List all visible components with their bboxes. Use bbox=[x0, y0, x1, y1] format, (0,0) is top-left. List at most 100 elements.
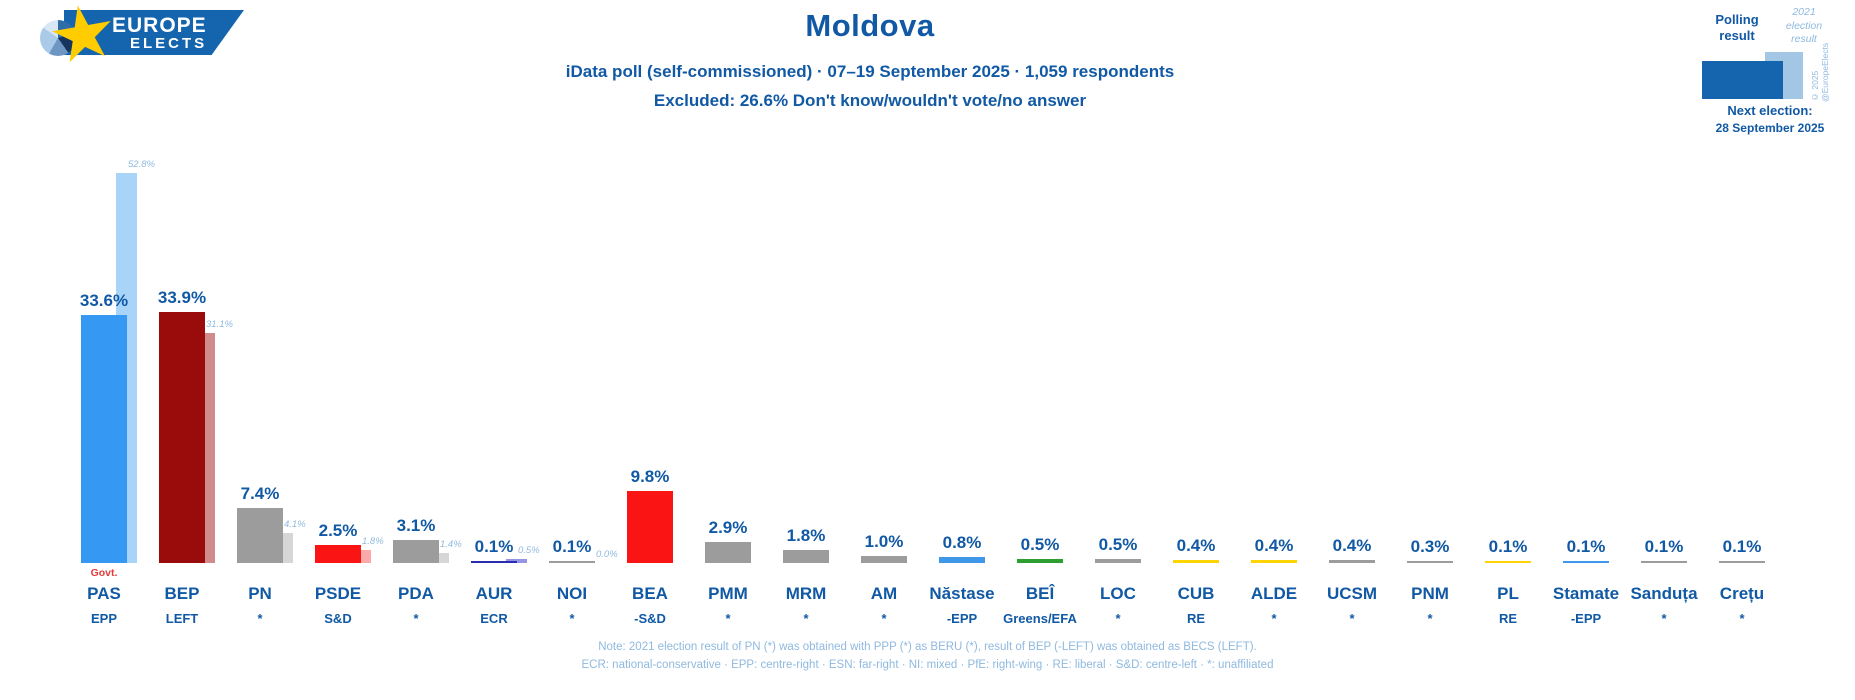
logo-text-europe: EUROPE bbox=[112, 14, 207, 37]
polling-value-PNM: 0.3% bbox=[1410, 536, 1450, 556]
polling-bar-PN bbox=[237, 508, 283, 563]
party-group-BEP: LEFT bbox=[165, 611, 199, 626]
polling-value-Stamate: 0.1% bbox=[1566, 537, 1606, 556]
polling-value-BEP: 33.9% bbox=[157, 288, 207, 308]
polling-value-Năstase: 0.8% bbox=[942, 533, 982, 553]
party-group-AM: * bbox=[881, 611, 887, 626]
polling-bar-ALDE bbox=[1251, 560, 1297, 563]
polling-value-BEA: 9.8% bbox=[630, 466, 670, 486]
party-column-PL: 0.1% PL RE bbox=[1469, 120, 1547, 658]
polling-value-LOC: 0.5% bbox=[1098, 535, 1138, 555]
election2021-value-NOI: 0.0% bbox=[596, 549, 618, 560]
polling-bar-MRM bbox=[783, 549, 829, 563]
polling-value-PMM: 2.9% bbox=[708, 517, 748, 537]
polling-bar-LOC bbox=[1095, 559, 1141, 563]
legend-election-label: 2021 election result bbox=[1785, 6, 1823, 46]
note-line-2: ECR: national-conservative · EPP: centre… bbox=[581, 659, 1274, 671]
polling-value-PSDE: 2.5% bbox=[318, 520, 358, 540]
bar-chart: 33.6% 52.8% Govt. PAS EPP 33.9% 31.1% BEP LEFT 7.… bbox=[65, 120, 1805, 658]
party-column-Sanduța: 0.1% Sanduța * bbox=[1625, 120, 1703, 658]
party-column-PN: 7.4% 4.1% PN * bbox=[221, 120, 306, 658]
party-name-PL: PL bbox=[1497, 584, 1519, 603]
party-group-PNM: * bbox=[1427, 611, 1433, 626]
party-name-Sanduța: Sanduța bbox=[1630, 584, 1698, 603]
party-group-Stamate: -EPP bbox=[1570, 611, 1602, 626]
party-group-BEA: -S&D bbox=[634, 611, 666, 626]
polling-bar-PSDE bbox=[315, 544, 361, 563]
party-group-LOC: * bbox=[1115, 611, 1121, 626]
polling-bar-UCSM bbox=[1329, 560, 1375, 563]
polling-value-AUR: 0.1% bbox=[474, 537, 514, 556]
party-group-PL: RE bbox=[1498, 611, 1518, 626]
party-name-BEP: BEP bbox=[164, 584, 200, 603]
party-column-ALDE: 0.4% ALDE * bbox=[1235, 120, 1313, 658]
party-name-LOC: LOC bbox=[1100, 584, 1136, 603]
party-name-PDA: PDA bbox=[398, 584, 434, 603]
polling-bar-AUR bbox=[471, 561, 517, 563]
election2021-value-PSDE: 1.8% bbox=[362, 535, 384, 547]
party-column-MRM: 1.8% MRM * bbox=[767, 120, 845, 658]
header: Moldova iData poll (self-commissioned) ·… bbox=[0, 0, 1740, 111]
party-column-AUR: 0.1% 0.5% AUR ECR bbox=[455, 120, 540, 658]
polling-bar-Crețu bbox=[1719, 561, 1765, 563]
party-group-PAS: EPP bbox=[90, 611, 117, 626]
polling-value-ALDE: 0.4% bbox=[1254, 536, 1294, 556]
party-column-PNM: 0.3% PNM * bbox=[1391, 120, 1469, 658]
party-column-Stamate: 0.1% Stamate -EPP bbox=[1547, 120, 1625, 658]
polling-bar-Sanduța bbox=[1641, 561, 1687, 563]
party-name-MRM: MRM bbox=[785, 584, 827, 603]
party-group-MRM: * bbox=[803, 611, 809, 626]
party-group-Crețu: * bbox=[1739, 611, 1745, 626]
party-name-UCSM: UCSM bbox=[1326, 584, 1378, 603]
party-column-AM: 1.0% AM * bbox=[845, 120, 923, 658]
polling-value-MRM: 1.8% bbox=[786, 525, 826, 545]
polling-value-PL: 0.1% bbox=[1488, 537, 1528, 556]
party-group-NOI: * bbox=[569, 611, 575, 626]
party-group-PDA: * bbox=[413, 611, 419, 626]
polling-value-NOI: 0.1% bbox=[552, 537, 592, 556]
party-column-UCSM: 0.4% UCSM * bbox=[1313, 120, 1391, 658]
party-name-PAS: PAS bbox=[87, 584, 121, 603]
party-name-PMM: PMM bbox=[708, 584, 748, 603]
europe-elects-logo: EUROPE ELECTS bbox=[40, 8, 250, 60]
polling-bar-PAS bbox=[81, 314, 127, 563]
polling-value-CUB: 0.4% bbox=[1176, 536, 1216, 556]
party-column-PMM: 2.9% PMM * bbox=[689, 120, 767, 658]
party-column-PDA: 3.1% 1.4% PDA * bbox=[377, 120, 462, 658]
party-name-PN: PN bbox=[248, 584, 272, 603]
poll-subtitle: iData poll (self-commissioned) · 07–19 S… bbox=[565, 62, 1175, 81]
party-name-PNM: PNM bbox=[1411, 584, 1449, 603]
election2021-value-AUR: 0.5% bbox=[518, 545, 540, 557]
polling-value-PAS: 33.6% bbox=[79, 290, 129, 310]
legend-polling-swatch bbox=[1702, 61, 1783, 99]
copyright-text: © 2025 @EuropeElects bbox=[1810, 42, 1830, 102]
party-column-NOI: 0.1% 0.0% NOI * bbox=[533, 120, 618, 658]
polling-value-AM: 1.0% bbox=[864, 531, 904, 551]
polling-value-UCSM: 0.4% bbox=[1332, 536, 1372, 556]
polling-bar-Stamate bbox=[1563, 561, 1609, 563]
polling-bar-PNM bbox=[1407, 560, 1453, 563]
party-name-CUB: CUB bbox=[1177, 584, 1215, 603]
chart-legend: Polling result 2021 election result © 20… bbox=[1690, 4, 1855, 139]
party-name-ALDE: ALDE bbox=[1250, 584, 1298, 603]
party-group-BEÎ: Greens/EFA bbox=[1003, 611, 1077, 626]
party-name-NOI: NOI bbox=[556, 584, 588, 603]
party-group-AUR: ECR bbox=[480, 611, 508, 626]
page-title: Moldova bbox=[805, 8, 935, 43]
legend-polling-label: Polling result bbox=[1715, 12, 1759, 44]
polling-bar-AM bbox=[861, 555, 907, 563]
party-column-Năstase: 0.8% Năstase -EPP bbox=[923, 120, 1001, 658]
polling-value-Sanduța: 0.1% bbox=[1644, 537, 1684, 556]
party-name-BEÎ: BEÎ bbox=[1025, 584, 1055, 603]
next-election-date: 28 September 2025 bbox=[1715, 121, 1825, 135]
election2021-value-BEP: 31.1% bbox=[206, 319, 233, 331]
polling-value-PN: 7.4% bbox=[240, 484, 280, 504]
party-name-PSDE: PSDE bbox=[314, 584, 362, 603]
party-name-Stamate: Stamate bbox=[1552, 584, 1620, 603]
election2021-value-PAS: 52.8% bbox=[128, 158, 155, 170]
polling-bar-Năstase bbox=[939, 557, 985, 563]
party-column-BEP: 33.9% 31.1% BEP LEFT bbox=[143, 120, 233, 658]
party-group-UCSM: * bbox=[1349, 611, 1355, 626]
polling-bar-PMM bbox=[705, 541, 751, 563]
party-group-Sanduța: * bbox=[1661, 611, 1667, 626]
